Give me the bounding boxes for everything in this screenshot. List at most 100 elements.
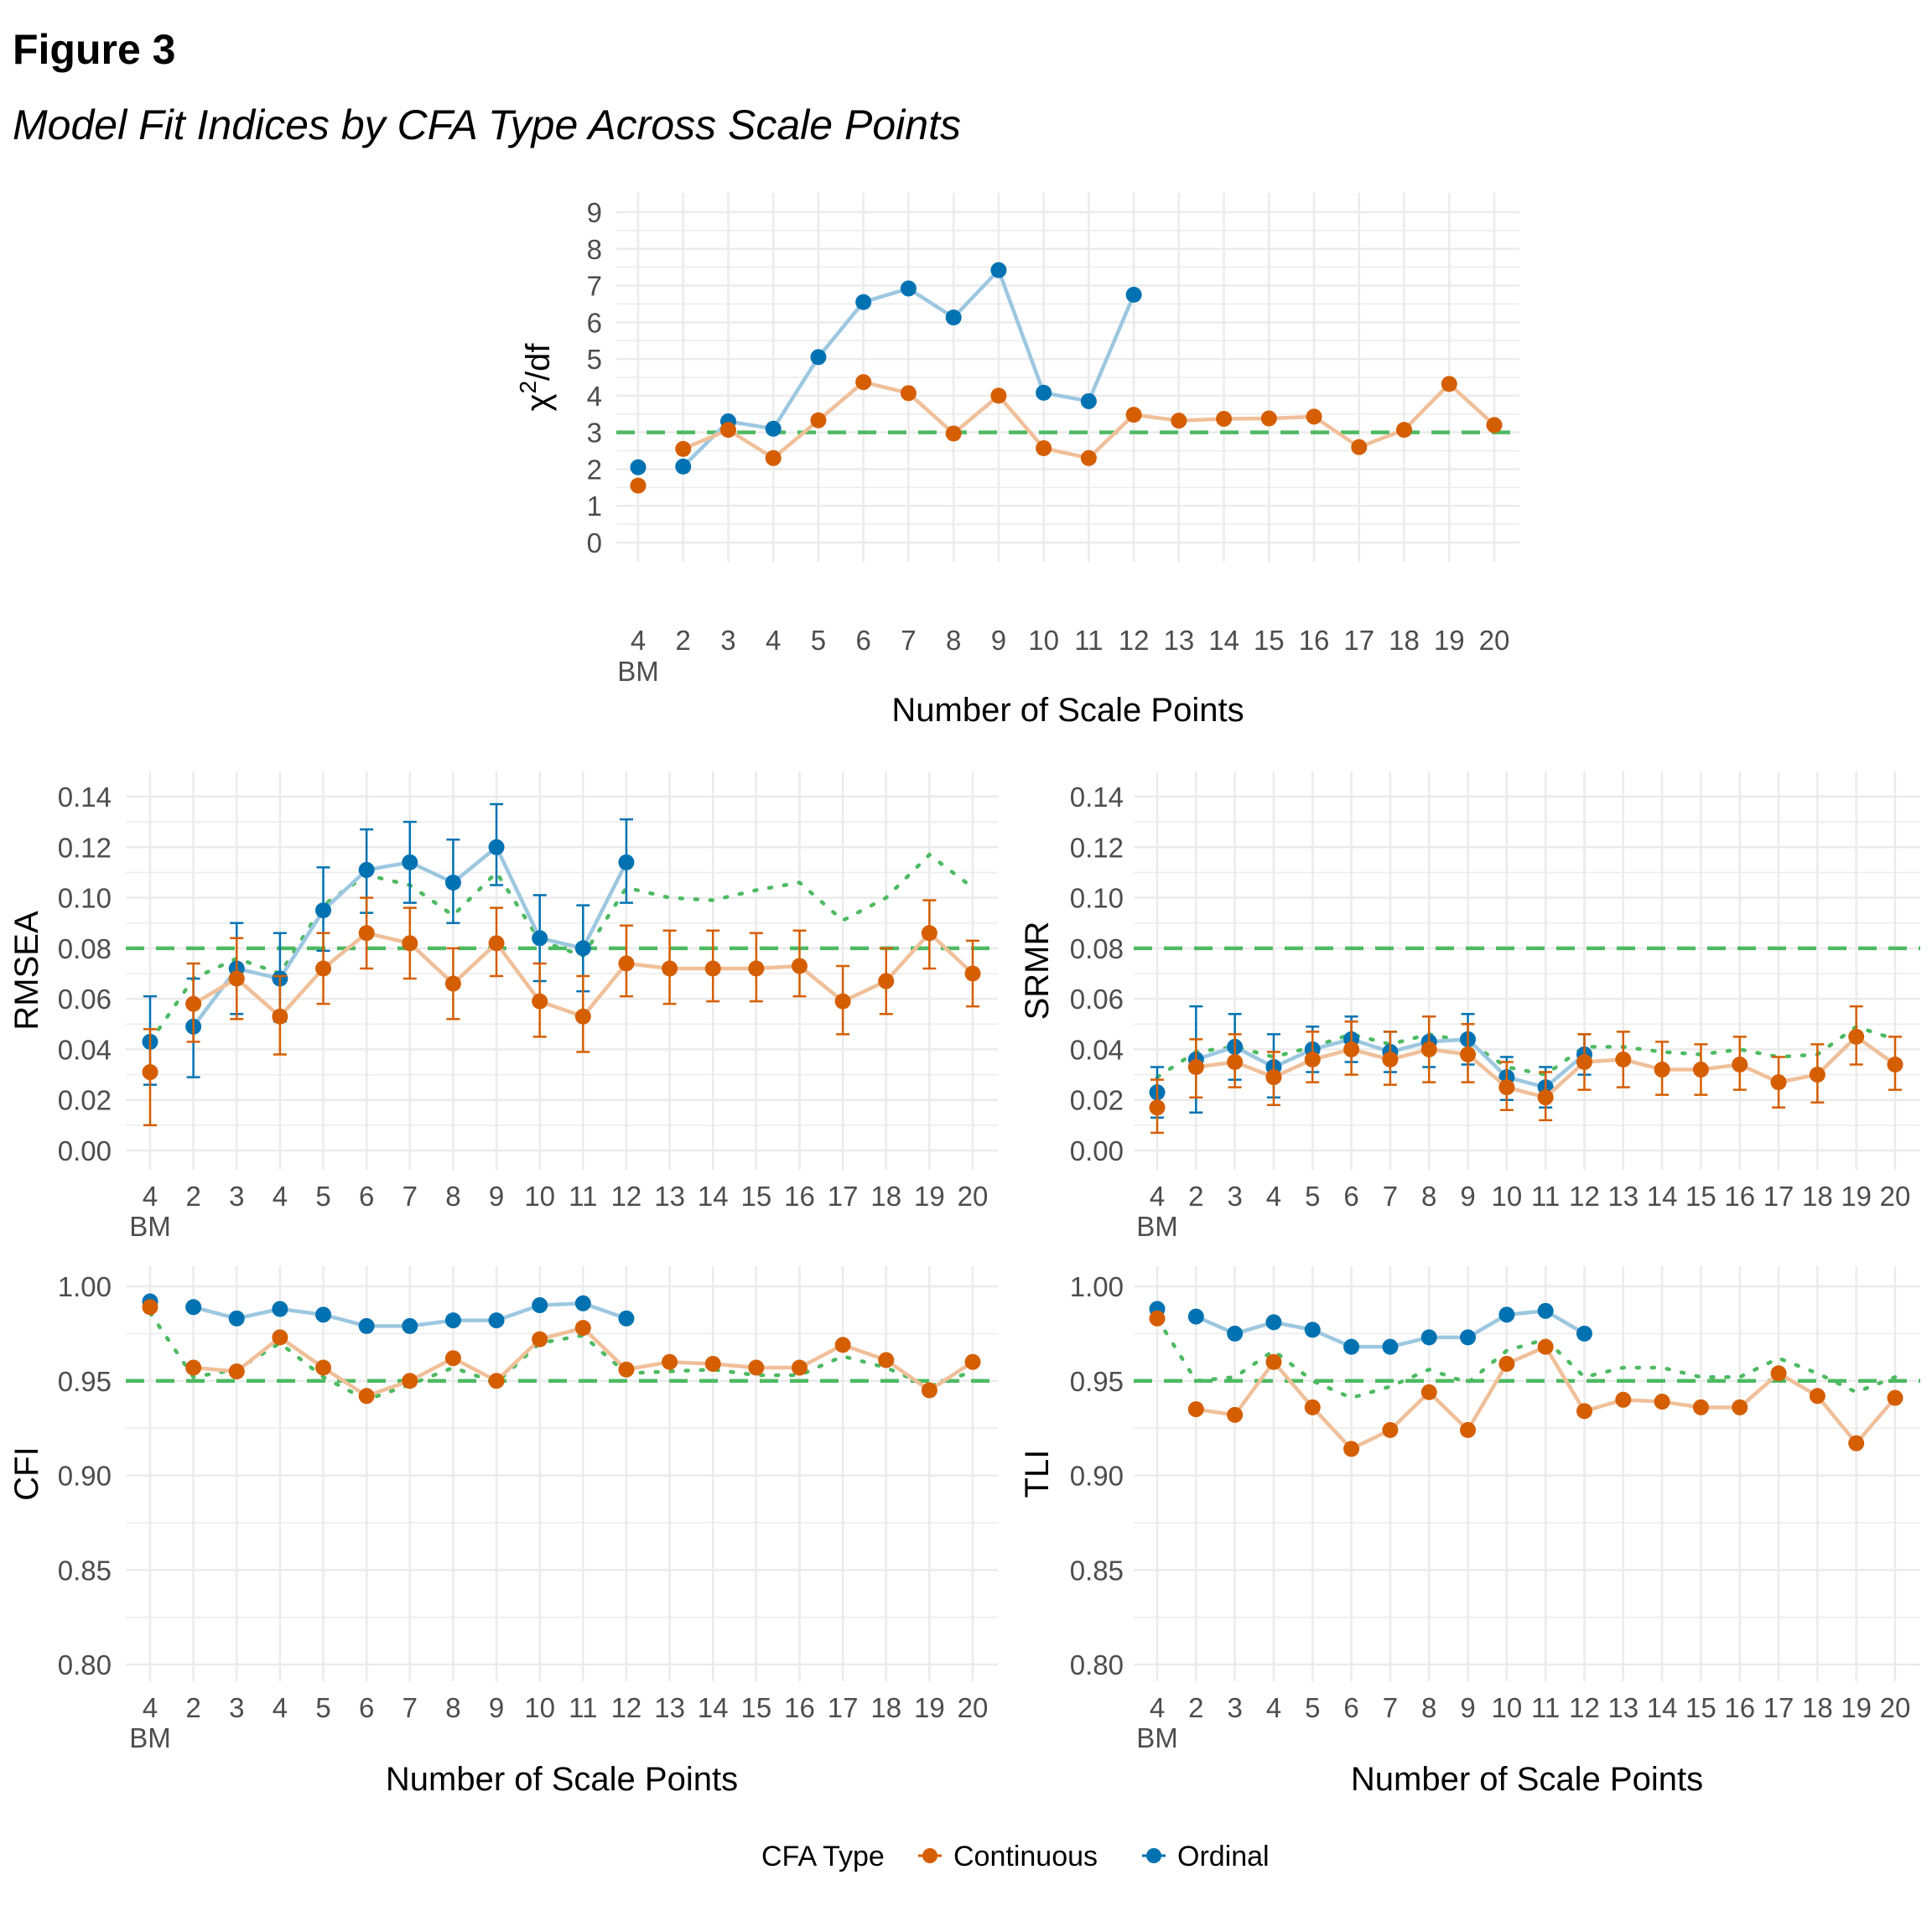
continuous-point (748, 1359, 765, 1376)
x-tick-label: 4 (1150, 1181, 1165, 1212)
ordinal-point (402, 1317, 418, 1334)
x-tick-label: 8 (445, 1181, 460, 1212)
continuous-point (1809, 1067, 1826, 1083)
continuous-point (1537, 1338, 1554, 1355)
y-tick-label: 0.80 (58, 1649, 112, 1680)
x-tick-sublabel: BM (129, 1211, 171, 1242)
y-tick-label: 0.02 (58, 1085, 112, 1116)
continuous-point (1420, 1041, 1437, 1057)
x-tick-label: 20 (958, 1181, 989, 1212)
x-tick-label: 18 (1802, 1692, 1833, 1723)
x-tick-label: 8 (445, 1692, 460, 1723)
continuous-point (1486, 417, 1503, 434)
y-tick-label: 0.90 (58, 1461, 112, 1492)
continuous-point (1537, 1089, 1554, 1106)
continuous-point (618, 955, 635, 972)
y-tick-label: 0.06 (1070, 984, 1124, 1015)
continuous-point (719, 422, 736, 439)
ordinal-point (618, 854, 635, 870)
ordinal-point (1576, 1325, 1592, 1342)
legend-title: CFA Type (761, 1841, 885, 1872)
x-tick-label: 6 (856, 625, 871, 656)
x-tick-label: 12 (611, 1181, 642, 1212)
ordinal-point (402, 854, 418, 870)
ordinal-point (1125, 287, 1142, 303)
x-tick-label: 6 (359, 1692, 374, 1723)
continuous-point (921, 925, 937, 942)
ordinal-point (574, 1295, 591, 1311)
legend-label-continuous: Continuous (953, 1841, 1098, 1872)
x-tick-sublabel: BM (1136, 1722, 1178, 1753)
ordinal-point (1420, 1329, 1437, 1346)
continuous-point (1382, 1421, 1399, 1438)
x-axis-title: Number of Scale Points (1351, 1761, 1703, 1798)
continuous-point (185, 995, 202, 1012)
continuous-point (1441, 376, 1457, 392)
ordinal-point (315, 1306, 332, 1323)
y-tick-label: 1.00 (58, 1271, 112, 1302)
x-tick-label: 15 (1685, 1692, 1716, 1723)
continuous-point (272, 1008, 288, 1025)
y-tick-label: 0.95 (58, 1366, 112, 1397)
continuous-point (315, 960, 332, 977)
x-tick-label: 4 (1266, 1181, 1281, 1212)
x-tick-label: 19 (1841, 1181, 1872, 1212)
x-tick-label: 12 (1569, 1692, 1600, 1723)
y-tick-label: 0.04 (1070, 1034, 1124, 1065)
x-tick-label: 17 (1343, 625, 1374, 656)
y-tick-label: 0.10 (1070, 883, 1124, 914)
x-tick-sublabel: BM (129, 1722, 171, 1753)
dotted-reference-line (148, 852, 975, 1044)
continuous-point (662, 960, 678, 977)
continuous-point (791, 1359, 808, 1376)
continuous-point (791, 958, 808, 974)
continuous-point (618, 1361, 635, 1378)
x-tick-label: 6 (1343, 1181, 1358, 1212)
x-tick-label: 7 (1383, 1181, 1398, 1212)
continuous-point (990, 387, 1007, 404)
x-tick-label: 15 (740, 1181, 771, 1212)
x-tick-label: 17 (828, 1181, 859, 1212)
x-tick-label: 8 (1421, 1181, 1436, 1212)
ordinal-point (1080, 392, 1097, 409)
continuous-point (574, 1008, 591, 1025)
continuous-point (878, 1352, 895, 1368)
y-tick-label: 0.14 (58, 782, 112, 813)
continuous-point (1351, 439, 1368, 455)
x-tick-label: 8 (1421, 1692, 1436, 1723)
legend: CFA Type Continuous Ordinal (761, 1841, 1270, 1872)
x-tick-label: 16 (1299, 625, 1330, 656)
ordinal-point (630, 459, 647, 475)
continuous-point (402, 1373, 418, 1389)
continuous-point (1576, 1403, 1592, 1420)
continuous-point (1732, 1057, 1748, 1073)
x-tick-label: 2 (185, 1692, 200, 1723)
y-tick-label: 0.00 (1070, 1135, 1124, 1166)
ordinal-point (1036, 384, 1052, 401)
figure-title: Model Fit Indices by CFA Type Across Sca… (13, 101, 961, 148)
continuous-point (1304, 1051, 1321, 1067)
ordinal-point (532, 1297, 548, 1314)
x-tick-label: 20 (958, 1692, 989, 1723)
x-tick-label: 9 (1460, 1181, 1475, 1212)
ordinal-point (1460, 1329, 1477, 1346)
x-tick-label: 12 (1569, 1181, 1600, 1212)
continuous-point (765, 449, 782, 466)
x-tick-label: 12 (611, 1692, 642, 1723)
ordinal-point (765, 420, 782, 437)
x-tick-label: 9 (991, 625, 1006, 656)
x-tick-label: 9 (489, 1692, 504, 1723)
x-tick-label: 7 (402, 1181, 418, 1212)
x-tick-label: 7 (1383, 1692, 1398, 1723)
continuous-point (675, 440, 692, 457)
continuous-point (444, 1350, 461, 1367)
x-tick-label: 17 (1763, 1692, 1794, 1723)
x-tick-label: 17 (1763, 1181, 1794, 1212)
x-tick-label: 13 (654, 1181, 685, 1212)
x-tick-label: 13 (654, 1692, 685, 1723)
continuous-point (1227, 1406, 1244, 1423)
